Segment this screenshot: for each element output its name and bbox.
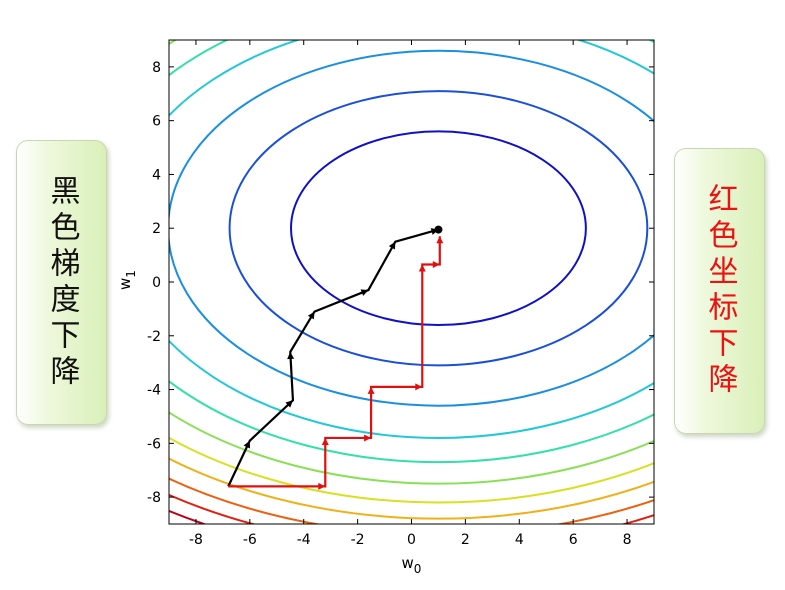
coordinate-descent-arrow-2 bbox=[321, 437, 329, 445]
gradient-descent-arrow-6 bbox=[388, 241, 396, 250]
y-tick-label: -8 bbox=[147, 490, 161, 506]
contour-level-5 bbox=[169, 40, 654, 464]
y-axis-ticks: -8 -6 -4 -2 0 2 4 6 8 bbox=[147, 60, 654, 506]
y-tick-label: 6 bbox=[152, 114, 161, 130]
y-axis-label-group: w1 bbox=[116, 270, 138, 290]
y-tick-label: 0 bbox=[152, 275, 161, 291]
gradient-descent-path bbox=[227, 228, 439, 487]
contour-level-8 bbox=[169, 457, 654, 520]
x-axis-label-group: w0 bbox=[402, 554, 422, 576]
coordinate-descent-arrow-6 bbox=[418, 264, 426, 272]
y-tick-label: 2 bbox=[152, 221, 161, 237]
y-axis-label: w1 bbox=[116, 270, 138, 290]
gradient-descent-label: 黑色梯度下降 bbox=[44, 174, 80, 391]
x-tick-label: -2 bbox=[351, 532, 365, 548]
contour-level-2 bbox=[228, 90, 649, 367]
y-tick-label: -4 bbox=[147, 383, 161, 399]
gradient-descent-label-box: 黑色梯度下降 bbox=[16, 140, 107, 425]
x-tick-label: 2 bbox=[461, 532, 470, 548]
gradient-descent-arrow-1 bbox=[243, 440, 251, 449]
x-tick-label: 4 bbox=[515, 532, 524, 548]
plot-background bbox=[169, 40, 654, 524]
x-tick-label: -6 bbox=[243, 532, 257, 548]
x-tick-label: 6 bbox=[569, 532, 578, 548]
contour-level-3 bbox=[169, 49, 654, 407]
coordinate-descent-arrow-3 bbox=[364, 434, 372, 442]
coordinate-descent-arrow-1 bbox=[318, 482, 326, 490]
gradient-descent-arrow-4 bbox=[307, 311, 315, 320]
y-tick-label: -2 bbox=[147, 329, 161, 345]
y-tick-label: 4 bbox=[152, 167, 161, 183]
coordinate-descent-label-box: 红色坐标下降 bbox=[674, 148, 765, 434]
contour-level-4 bbox=[169, 40, 654, 439]
y-tick-label: 8 bbox=[152, 60, 161, 76]
coordinate-descent-arrow-8 bbox=[436, 236, 444, 244]
gradient-descent-arrow-2 bbox=[285, 400, 293, 408]
y-tick-label: -6 bbox=[147, 436, 161, 452]
gradient-descent-arrow-5 bbox=[360, 289, 369, 296]
x-tick-label: 8 bbox=[623, 532, 632, 548]
contour-level-1 bbox=[290, 130, 587, 327]
coordinate-descent-arrow-4 bbox=[367, 386, 375, 394]
x-tick-label: 0 bbox=[407, 532, 416, 548]
x-axis-ticks: -8 -6 -4 -2 0 2 4 6 8 bbox=[189, 40, 632, 548]
descent-paths bbox=[227, 225, 444, 490]
optimum-point bbox=[434, 225, 443, 234]
contour-lines bbox=[169, 40, 654, 524]
coordinate-descent-arrow-7 bbox=[432, 261, 440, 269]
x-axis-label: w0 bbox=[402, 554, 422, 576]
coordinate-descent-arrow-5 bbox=[415, 383, 423, 391]
x-tick-label: -4 bbox=[297, 532, 311, 548]
contour-level-7 bbox=[169, 436, 654, 504]
gradient-descent-arrow-3 bbox=[287, 351, 295, 360]
contour-level-6 bbox=[169, 40, 654, 485]
x-tick-label: -8 bbox=[189, 532, 203, 548]
coordinate-descent-label: 红色坐标下降 bbox=[702, 183, 738, 399]
